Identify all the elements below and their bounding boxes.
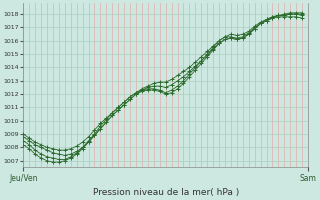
X-axis label: Pression niveau de la mer( hPa ): Pression niveau de la mer( hPa ) bbox=[92, 188, 239, 197]
